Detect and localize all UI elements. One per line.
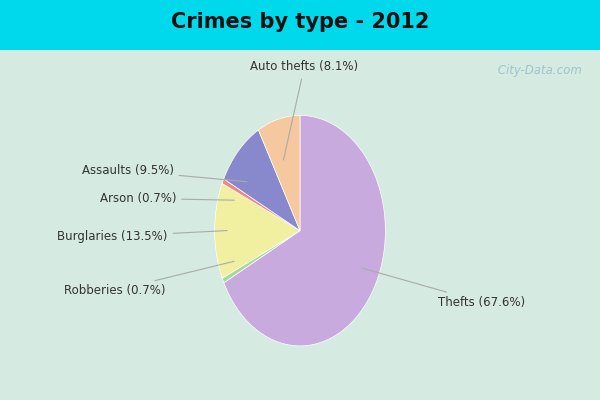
- Text: Auto thefts (8.1%): Auto thefts (8.1%): [250, 60, 358, 160]
- Text: Robberies (0.7%): Robberies (0.7%): [64, 261, 234, 297]
- Text: Thefts (67.6%): Thefts (67.6%): [362, 268, 526, 309]
- Text: Crimes by type - 2012: Crimes by type - 2012: [171, 12, 429, 32]
- Wedge shape: [215, 184, 300, 278]
- Wedge shape: [224, 115, 385, 346]
- Text: Burglaries (13.5%): Burglaries (13.5%): [57, 230, 227, 243]
- Text: City-Data.com: City-Data.com: [494, 64, 582, 77]
- Text: Assaults (9.5%): Assaults (9.5%): [82, 164, 247, 182]
- Wedge shape: [224, 130, 300, 231]
- Wedge shape: [259, 115, 300, 231]
- Wedge shape: [222, 179, 300, 231]
- Text: Arson (0.7%): Arson (0.7%): [100, 192, 234, 205]
- Wedge shape: [222, 231, 300, 283]
